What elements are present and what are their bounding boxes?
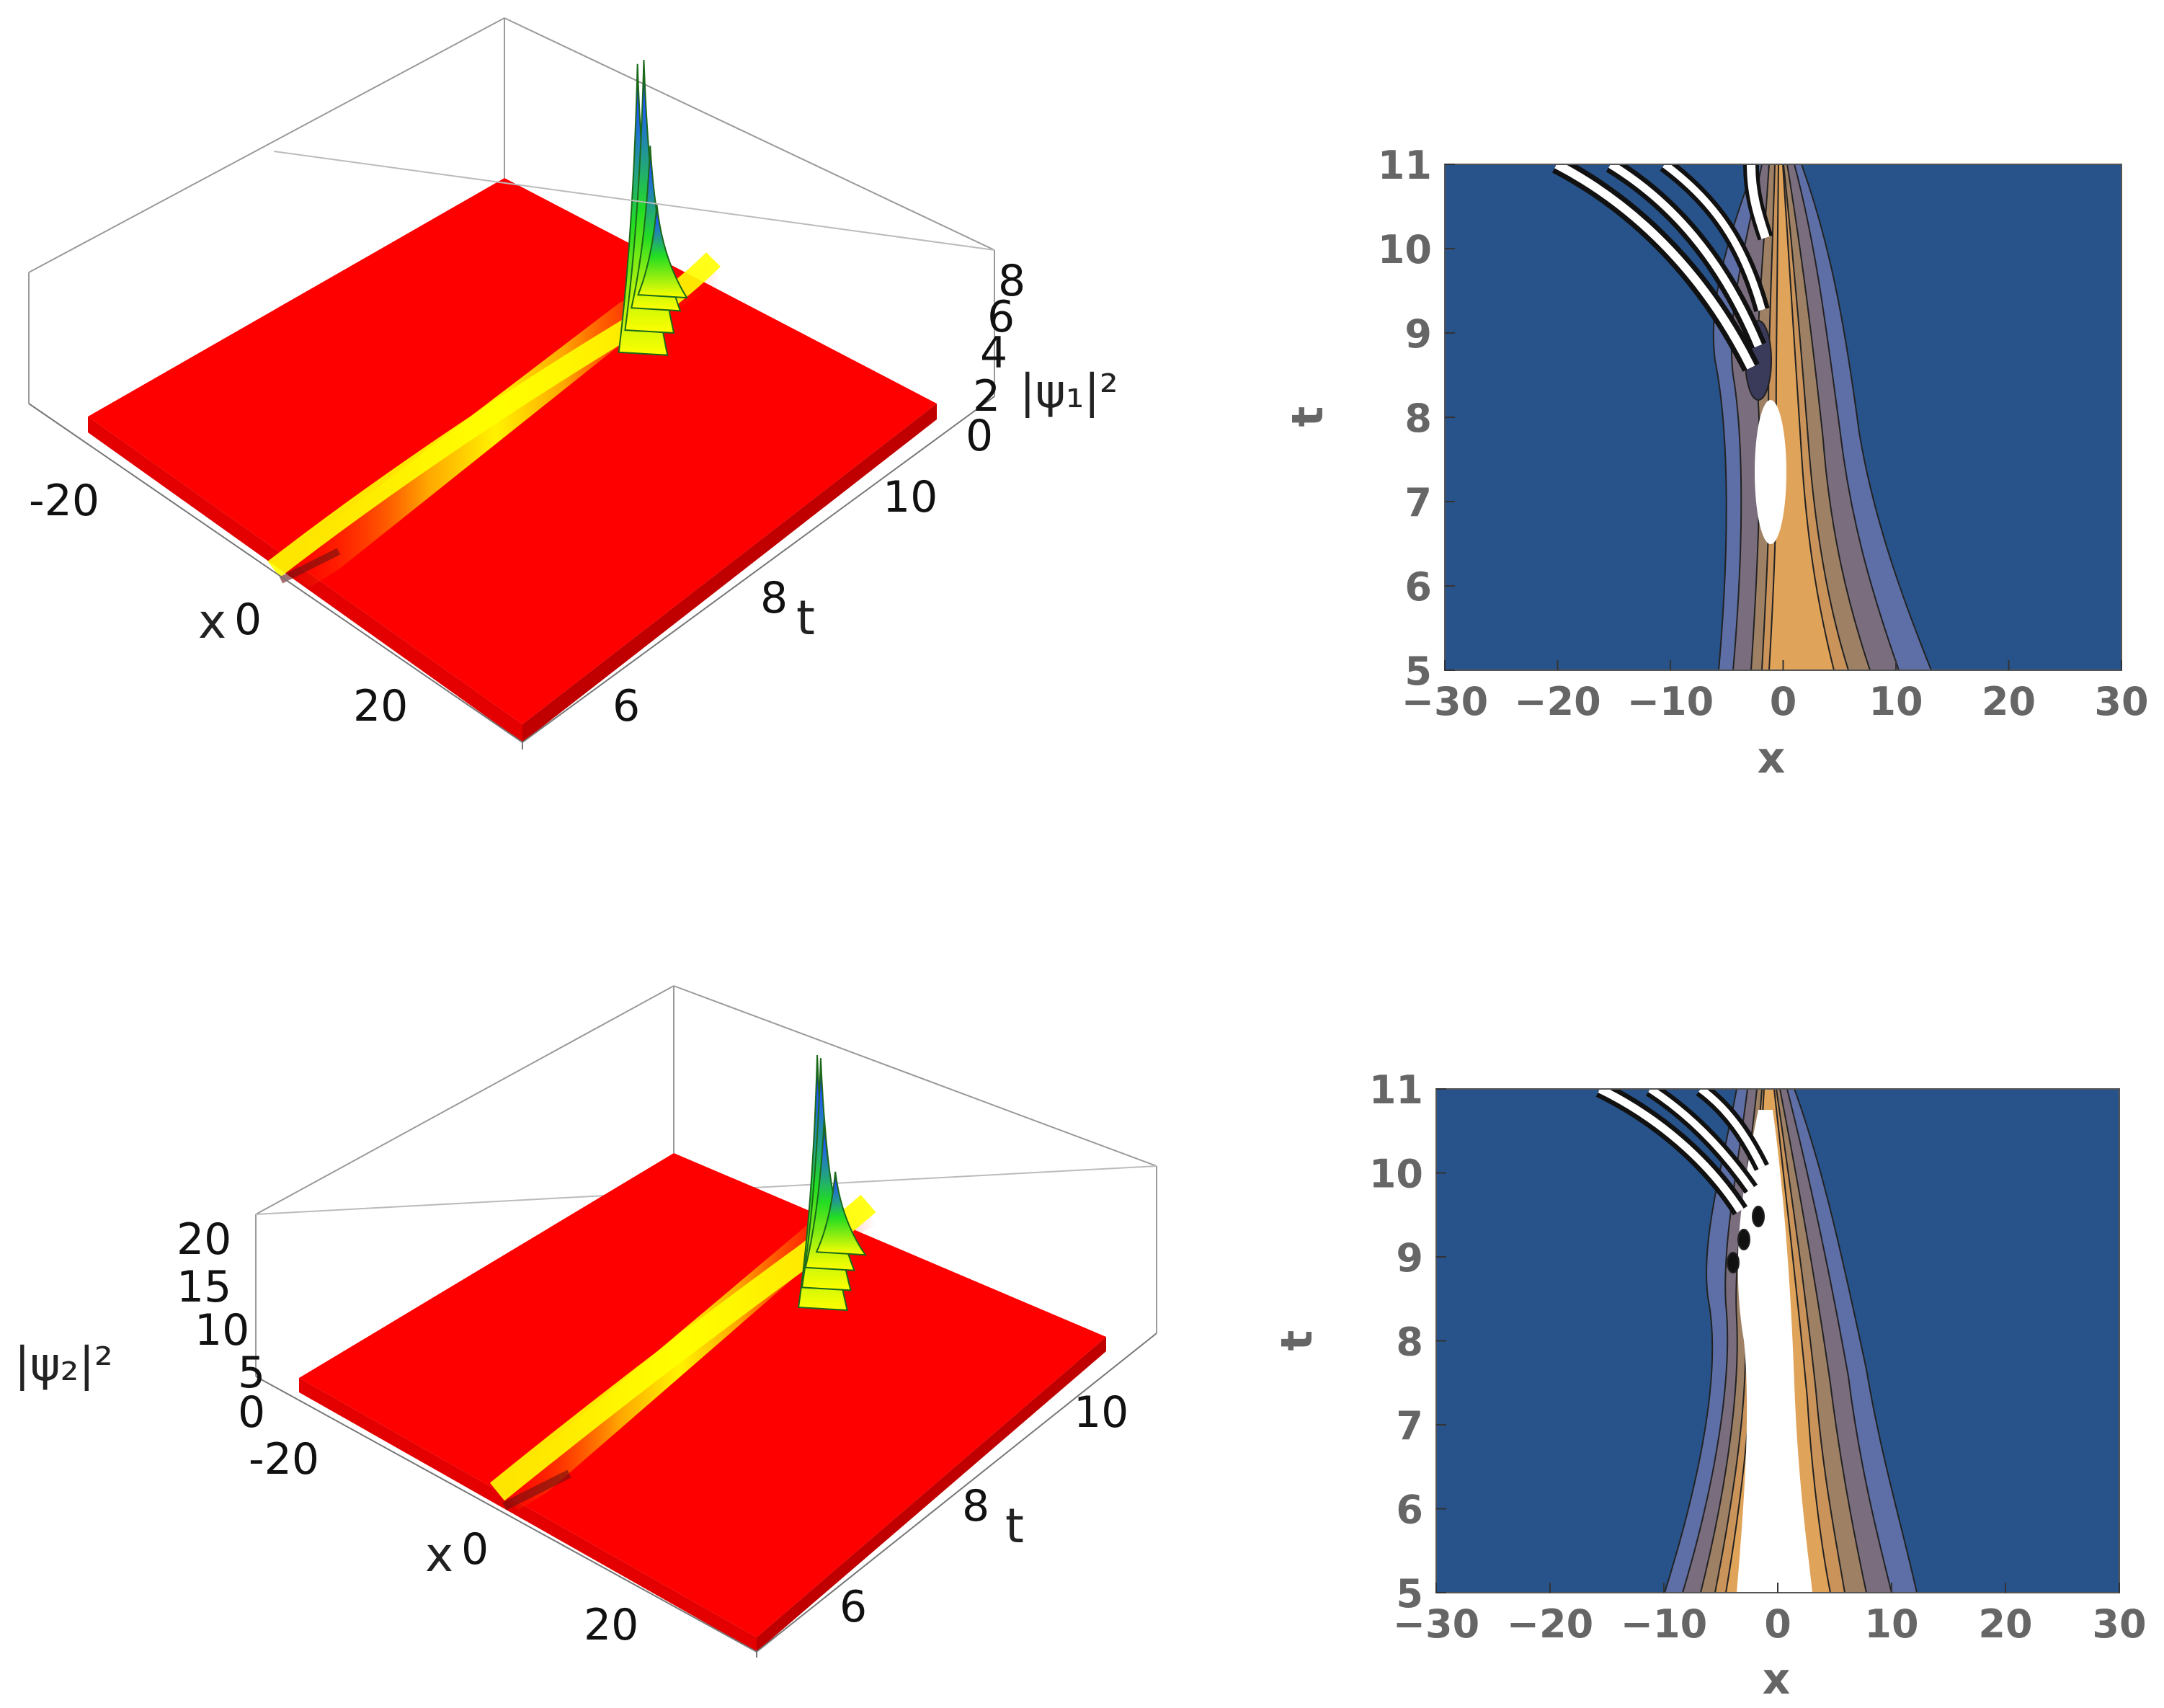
box-frame-front — [28, 151, 995, 750]
x-tick-label: −30 — [1393, 1601, 1479, 1647]
surface-base — [88, 178, 937, 724]
t-tick-label: 11 — [1369, 1067, 1423, 1113]
contour-ticks: −30 −20 −10 0 10 20 30 5 6 7 8 9 10 11 — [1369, 1067, 2147, 1647]
t-tick-label: 10 — [1378, 227, 1432, 272]
surface-panel-psi1: -20 0 20 6 8 10 0 2 4 6 8 x t |ψ₁|² — [28, 17, 1118, 750]
surface-spike — [815, 1171, 867, 1256]
t-tick-label: 7 — [1404, 480, 1432, 525]
t-tick-label: 9 — [1396, 1235, 1423, 1281]
spike-group — [618, 59, 688, 356]
x-tick-label: 10 — [1864, 1601, 1918, 1647]
z-tick: 0 — [966, 411, 993, 461]
z-tick: 6 — [987, 292, 1015, 342]
surface-base — [299, 1153, 1106, 1637]
contour-levels — [1551, 164, 1933, 670]
t-axis-label: t — [1283, 406, 1333, 427]
t-tick-label: 6 — [1396, 1487, 1423, 1533]
x-tick-label: −10 — [1621, 1601, 1707, 1647]
t-tick-label: 6 — [1404, 564, 1432, 610]
t-tick: 8 — [962, 1481, 989, 1531]
x-tick-label: −30 — [1402, 679, 1488, 724]
x-tick: 0 — [461, 1524, 489, 1575]
x-tick-label: 20 — [1978, 1601, 2032, 1647]
t-tick-label: 5 — [1404, 649, 1432, 694]
x-tick-label: −20 — [1507, 1601, 1593, 1647]
contour-panel-psi2: −30 −20 −10 0 10 20 30 5 6 7 8 9 10 11 x t — [1272, 1067, 2147, 1704]
box-frame-front — [255, 1333, 1157, 1658]
x-tick-label: 30 — [2094, 679, 2148, 724]
box-frame-back — [28, 17, 995, 404]
z-tick: 10 — [195, 1305, 249, 1356]
t-tick: 10 — [1074, 1387, 1128, 1438]
x-axis-label: x — [425, 1527, 453, 1583]
t-tick: 6 — [840, 1582, 867, 1632]
z-axis-label: |ψ₂|² — [14, 1338, 113, 1392]
t-tick-label: 9 — [1404, 311, 1432, 357]
x-axis-label: x — [1763, 1654, 1791, 1704]
z-tick: 5 — [238, 1348, 265, 1398]
x-tick-label: 20 — [1982, 679, 2036, 724]
x-tick: 0 — [234, 595, 262, 645]
x-axis-label: x — [1758, 733, 1786, 783]
contour-ticks: −30 −20 −10 0 10 20 30 5 6 7 8 9 10 11 — [1378, 143, 2149, 724]
t-tick: 8 — [760, 573, 788, 623]
x-tick: -20 — [249, 1434, 319, 1485]
x-tick: 20 — [584, 1600, 638, 1650]
surface-right-face — [522, 404, 937, 742]
x-tick: 20 — [353, 681, 408, 731]
z-tick: 15 — [177, 1262, 231, 1312]
t-tick-label: 10 — [1369, 1152, 1423, 1197]
x-tick-label: −10 — [1627, 679, 1714, 724]
t-tick-label: 8 — [1396, 1320, 1423, 1365]
surface-right-face — [757, 1337, 1106, 1652]
z-axis-label: |ψ₁|² — [1020, 365, 1118, 419]
x-tick: -20 — [29, 476, 99, 526]
t-tick-label: 11 — [1378, 143, 1432, 188]
t-tick-label: 7 — [1396, 1403, 1423, 1449]
x-axis-label: x — [198, 594, 226, 649]
t-tick-label: 5 — [1396, 1571, 1423, 1616]
x-tick-label: 10 — [1869, 679, 1923, 724]
z-tick: 2 — [973, 371, 1000, 422]
surface-front-face — [299, 1378, 757, 1652]
contour-panel-psi1: −30 −20 −10 0 10 20 30 5 6 7 8 9 10 11 x t — [1283, 143, 2149, 783]
x-tick-label: 0 — [1770, 679, 1797, 724]
z-tick: 8 — [998, 256, 1025, 306]
surface-panel-psi2: -20 0 20 6 8 10 0 5 10 15 20 x t |ψ₂|² — [14, 985, 1157, 1658]
spike-group — [797, 1054, 867, 1312]
x-tick-label: 0 — [1764, 1601, 1791, 1647]
t-axis-label: t — [1272, 1330, 1322, 1351]
z-tick: 20 — [177, 1214, 231, 1265]
t-axis-label: t — [1005, 1498, 1024, 1554]
z-tick: 0 — [238, 1387, 265, 1438]
t-tick-label: 8 — [1404, 396, 1432, 441]
t-axis-label: t — [796, 590, 815, 646]
z-tick: 4 — [980, 328, 1007, 378]
x-tick-label: −20 — [1514, 679, 1600, 724]
t-tick: 6 — [613, 681, 640, 731]
t-tick: 10 — [883, 472, 938, 522]
surface-spike — [637, 204, 688, 299]
x-tick-label: 30 — [2092, 1601, 2146, 1647]
